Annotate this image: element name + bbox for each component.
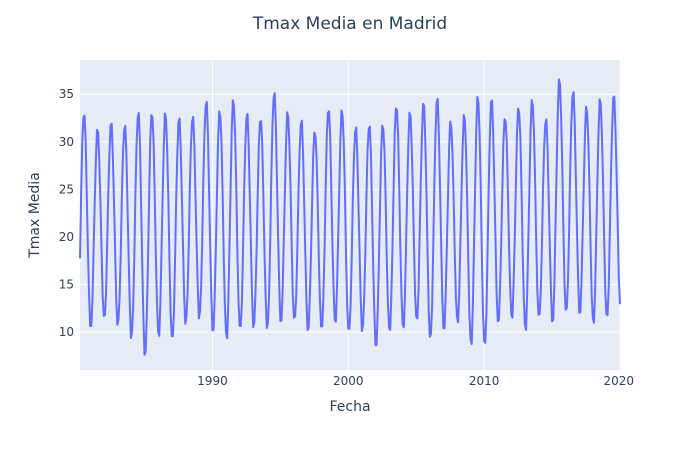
x-tick-label: 2010: [469, 374, 500, 388]
y-tick-label: 10: [59, 325, 74, 339]
y-tick-label: 20: [59, 230, 74, 244]
tick-labels: 10 15 20 25 30 35 1990 2000 2010 2020: [59, 87, 634, 388]
x-axis-title: Fecha: [329, 399, 370, 415]
x-tick-label: 2020: [603, 374, 634, 388]
x-tick-label: 2000: [333, 374, 364, 388]
y-axis-title: Tmax Media: [27, 172, 43, 259]
chart-title: Tmax Media en Madrid: [252, 14, 447, 34]
x-tick-label: 1990: [197, 374, 228, 388]
y-tick-label: 30: [59, 135, 74, 149]
series-layer: [79, 78, 621, 356]
y-tick-label: 25: [59, 182, 74, 196]
series-line-tmax-media: [79, 78, 621, 356]
y-tick-label: 15: [59, 277, 74, 291]
y-tick-label: 35: [59, 87, 74, 101]
